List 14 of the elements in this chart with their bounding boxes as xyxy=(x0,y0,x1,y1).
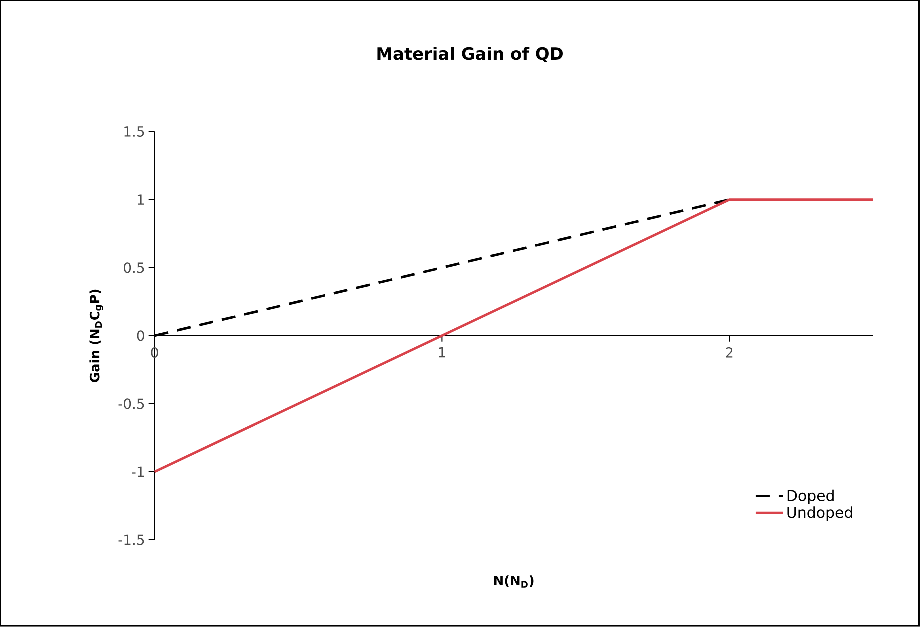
y-tick-label: -1.5 xyxy=(118,534,144,546)
x-axis-title: N(N$_{D}$) xyxy=(494,576,534,588)
x-tick-label: 2 xyxy=(726,348,733,358)
y-tick-label: 1.5 xyxy=(124,126,144,138)
chart-title: Material Gain of QD xyxy=(378,47,563,63)
y-tick-label: -0.5 xyxy=(118,398,144,410)
y-axis-title: Gain (N$_{D}$C$_{g}$P) xyxy=(90,290,104,382)
legend-label: Doped xyxy=(788,490,834,504)
legend-label: Undoped xyxy=(788,506,852,522)
x-tick-label: 1 xyxy=(439,348,446,358)
y-tick-label: 1 xyxy=(138,194,144,206)
y-tick-label: 0 xyxy=(137,330,144,342)
y-tick-label: 0.5 xyxy=(124,262,144,274)
y-tick-label: -1 xyxy=(132,466,144,478)
